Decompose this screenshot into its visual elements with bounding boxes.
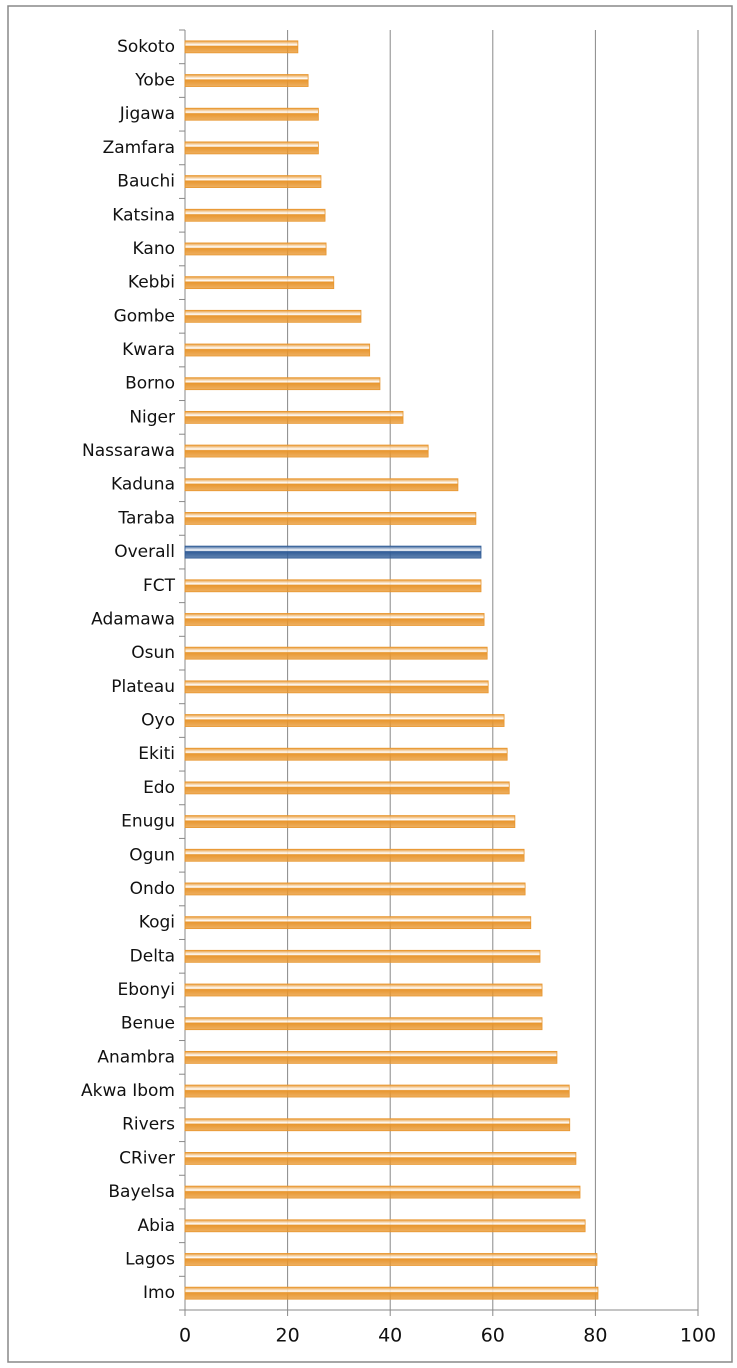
x-tick-label: 0 bbox=[179, 1325, 191, 1347]
bar bbox=[184, 781, 510, 795]
y-tick-label: Abia bbox=[137, 1216, 175, 1236]
bar bbox=[184, 949, 541, 963]
y-tick-label: Niger bbox=[129, 407, 175, 427]
y-tick-label: Ekiti bbox=[138, 744, 175, 764]
bar bbox=[184, 512, 477, 525]
y-tick-label: Anambra bbox=[97, 1047, 175, 1067]
bar bbox=[184, 848, 525, 862]
bar bbox=[184, 208, 326, 222]
bar bbox=[184, 1050, 558, 1064]
bar bbox=[184, 1084, 570, 1098]
y-tick-label: Kebbi bbox=[128, 273, 175, 293]
y-tick-label: Enugu bbox=[121, 812, 175, 832]
bar bbox=[184, 478, 459, 492]
y-tick-label: Osun bbox=[131, 643, 175, 663]
bar bbox=[184, 107, 319, 121]
y-tick-label: Gombe bbox=[114, 306, 175, 326]
bar bbox=[184, 343, 371, 357]
y-tick-label: Ondo bbox=[130, 879, 175, 899]
y-tick-label: Yobe bbox=[134, 71, 175, 91]
y-tick-label: Kaduna bbox=[111, 475, 175, 495]
bar bbox=[184, 444, 429, 458]
bar bbox=[184, 276, 335, 290]
x-tick-label: 60 bbox=[481, 1325, 505, 1347]
bar bbox=[184, 815, 516, 828]
bar bbox=[184, 1017, 543, 1031]
bar bbox=[184, 579, 482, 593]
bar bbox=[184, 175, 322, 188]
bar bbox=[184, 646, 488, 660]
bar bbox=[184, 1185, 581, 1199]
bar bbox=[184, 1219, 586, 1233]
y-tick-label: Sokoto bbox=[117, 37, 175, 57]
y-tick-label: CRiver bbox=[119, 1148, 175, 1168]
y-tick-label: Bayelsa bbox=[108, 1182, 175, 1202]
x-tick-label: 100 bbox=[680, 1325, 716, 1347]
y-tick-label: Nassarawa bbox=[82, 441, 175, 461]
bar bbox=[184, 141, 319, 155]
x-tick-label: 40 bbox=[378, 1325, 402, 1347]
y-tick-label: Imo bbox=[143, 1283, 175, 1303]
y-tick-label: Adamawa bbox=[91, 609, 175, 629]
bar bbox=[184, 74, 309, 87]
y-tick-label: Zamfara bbox=[103, 138, 175, 158]
y-tick-label: Lagos bbox=[125, 1249, 175, 1269]
bar bbox=[184, 1253, 598, 1266]
bar bbox=[184, 680, 489, 694]
x-tick-label: 20 bbox=[276, 1325, 300, 1347]
y-tick-label: Taraba bbox=[117, 508, 175, 528]
y-tick-label: FCT bbox=[143, 576, 176, 596]
y-tick-label: Kogi bbox=[139, 913, 175, 933]
bar bbox=[184, 410, 404, 424]
bar bbox=[184, 1152, 577, 1165]
bar bbox=[184, 747, 508, 761]
bar bbox=[184, 1286, 599, 1300]
bar bbox=[184, 613, 485, 626]
y-tick-label: Bauchi bbox=[117, 172, 175, 192]
bar bbox=[184, 242, 327, 256]
y-tick-label: Plateau bbox=[111, 677, 175, 697]
y-tick-label: Rivers bbox=[122, 1115, 175, 1135]
y-tick-label: Akwa Ibom bbox=[81, 1081, 175, 1101]
bar bbox=[184, 882, 526, 896]
y-tick-label: Katsina bbox=[112, 205, 175, 225]
bar bbox=[184, 916, 532, 930]
bar bbox=[184, 1118, 571, 1132]
y-tick-label: Delta bbox=[130, 946, 175, 966]
y-tick-label: Ogun bbox=[129, 845, 175, 865]
y-tick-label: Borno bbox=[125, 374, 175, 394]
y-tick-label: Ebonyi bbox=[118, 980, 176, 1000]
bar bbox=[184, 309, 362, 323]
bar bbox=[184, 983, 543, 997]
y-tick-label: Overall bbox=[114, 542, 175, 562]
y-tick-label: Jigawa bbox=[119, 104, 175, 124]
y-tick-label: Oyo bbox=[141, 711, 175, 731]
y-tick-label: Benue bbox=[121, 1014, 175, 1034]
x-tick-label: 80 bbox=[583, 1325, 607, 1347]
bar bbox=[184, 545, 482, 559]
bar bbox=[184, 377, 381, 391]
bar bbox=[184, 40, 299, 54]
y-tick-label: Kano bbox=[133, 239, 175, 259]
bar bbox=[184, 714, 505, 727]
y-tick-label: Edo bbox=[143, 778, 175, 798]
y-tick-label: Kwara bbox=[122, 340, 175, 360]
